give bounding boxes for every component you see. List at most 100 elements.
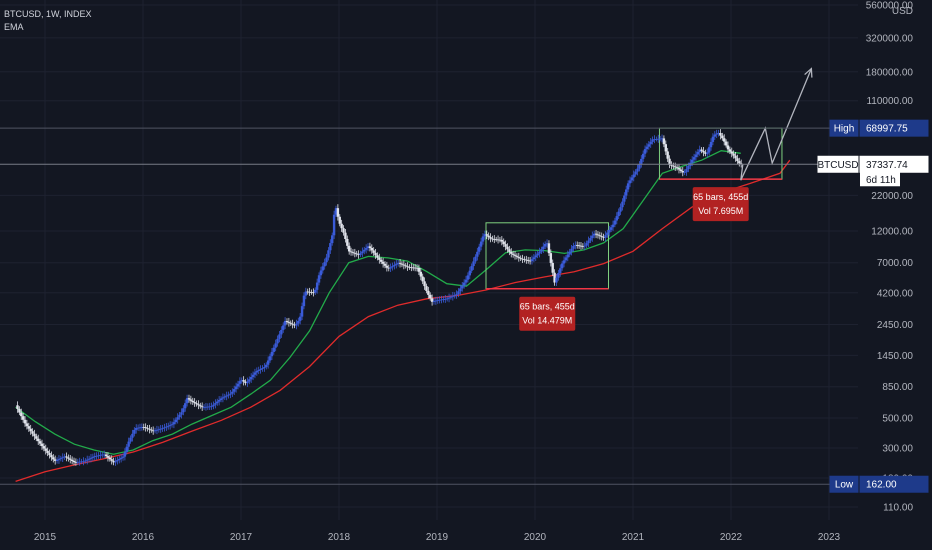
indicator-label[interactable]: EMA	[4, 22, 24, 32]
candle-body	[142, 427, 145, 428]
candle-body	[662, 138, 666, 145]
candle-body	[470, 266, 473, 271]
candle-body	[562, 260, 566, 264]
candle-body	[381, 261, 385, 264]
candle-body	[378, 257, 381, 260]
candle-body	[700, 149, 703, 151]
candle-body	[334, 208, 338, 215]
candle-body	[227, 394, 230, 396]
candle-body	[312, 292, 315, 294]
candle-body	[125, 446, 128, 453]
candle-body	[172, 422, 176, 425]
candle-body	[519, 257, 522, 259]
candle-body	[91, 456, 95, 458]
candle-body	[611, 224, 615, 228]
price-tick-label: 560000.00	[866, 1, 914, 12]
candle-body	[129, 437, 132, 442]
candle-body	[547, 243, 551, 254]
time-axis[interactable]: 2015 2016 2017 2018 2019 2020 2021 2022 2023	[34, 532, 841, 543]
candle-body	[364, 248, 368, 250]
candle-body	[178, 414, 181, 418]
candle-body	[263, 367, 266, 369]
candle-body	[170, 424, 174, 426]
candle-body	[297, 320, 300, 324]
candle-body	[675, 167, 679, 169]
candle-body	[265, 364, 268, 368]
candle-body	[310, 292, 313, 293]
candle-body	[719, 132, 722, 136]
candle-body	[638, 163, 641, 169]
candle-body	[500, 239, 504, 242]
candle-body	[540, 249, 543, 252]
current-label-text: BTCUSD	[817, 160, 858, 171]
candle-body	[329, 243, 332, 251]
ema-slow-line	[15, 159, 791, 483]
candle-body	[517, 256, 520, 258]
candle-body	[144, 427, 147, 428]
projection-arrowhead	[804, 67, 813, 78]
candle-body	[434, 300, 438, 302]
candle-body	[174, 419, 177, 423]
candle-body	[536, 253, 539, 256]
candle-body	[485, 234, 488, 236]
candle-body	[199, 405, 202, 407]
candle-body	[236, 383, 240, 387]
candle-body	[76, 461, 79, 463]
range-boxes[interactable]: 65 bars, 455d Vol 14.479M 65 bars, 455d Vol…	[485, 127, 783, 331]
candle-body	[608, 229, 611, 233]
candle-body	[604, 235, 607, 238]
candle-body	[666, 151, 669, 159]
low-value-box	[859, 475, 929, 493]
candle-body	[543, 243, 547, 247]
candle-body	[182, 408, 185, 413]
candle-body	[59, 458, 63, 460]
candle-body	[523, 259, 526, 261]
candle-body	[732, 153, 735, 156]
candle-body	[619, 207, 622, 212]
time-tick-label: 2016	[132, 532, 155, 543]
price-axis[interactable]: 560000.00 320000.00 180000.00 110000.00 2200…	[866, 1, 914, 514]
candle-body	[167, 425, 170, 427]
candle-body	[359, 253, 362, 255]
candle-body	[628, 180, 632, 184]
candle-body	[393, 264, 396, 267]
candle-body	[148, 428, 151, 430]
candle-body	[347, 245, 351, 252]
candle-body	[453, 295, 456, 296]
candle-body	[135, 428, 138, 430]
price-tags: High 68997.75 Low 162.00 BTCUSD 37337.74 6d 11…	[817, 119, 929, 493]
candle-body	[389, 267, 392, 269]
candle-body	[651, 139, 654, 142]
candle-body	[406, 266, 409, 268]
candle-body	[20, 412, 23, 417]
time-tick-label: 2022	[720, 532, 743, 543]
candle-body	[419, 271, 422, 277]
candle-body	[566, 254, 569, 258]
candle-body	[197, 404, 200, 406]
candle-body	[404, 265, 407, 267]
candle-body	[423, 281, 426, 287]
candle-body	[510, 251, 513, 254]
candle-body	[18, 408, 21, 413]
symbol-title[interactable]: BTCUSD, 1W, INDEX	[4, 9, 92, 19]
candle-body	[368, 246, 372, 248]
candle-body	[391, 266, 394, 268]
candle-body	[553, 272, 556, 283]
candle-body	[63, 456, 66, 458]
candle-body	[521, 258, 524, 260]
candle-body	[481, 236, 485, 242]
candle-body	[223, 396, 226, 398]
candle-body	[600, 236, 603, 237]
candle-body	[29, 428, 32, 432]
candle-body	[417, 267, 421, 272]
candle-body	[366, 246, 370, 249]
high-label-text: High	[834, 124, 855, 135]
candle-body	[210, 406, 213, 408]
candle-body	[114, 461, 117, 463]
candle-body	[37, 438, 40, 442]
candle-body	[251, 374, 255, 378]
candle-body	[74, 462, 78, 463]
candle-body	[462, 282, 466, 286]
candle-body	[25, 423, 29, 427]
